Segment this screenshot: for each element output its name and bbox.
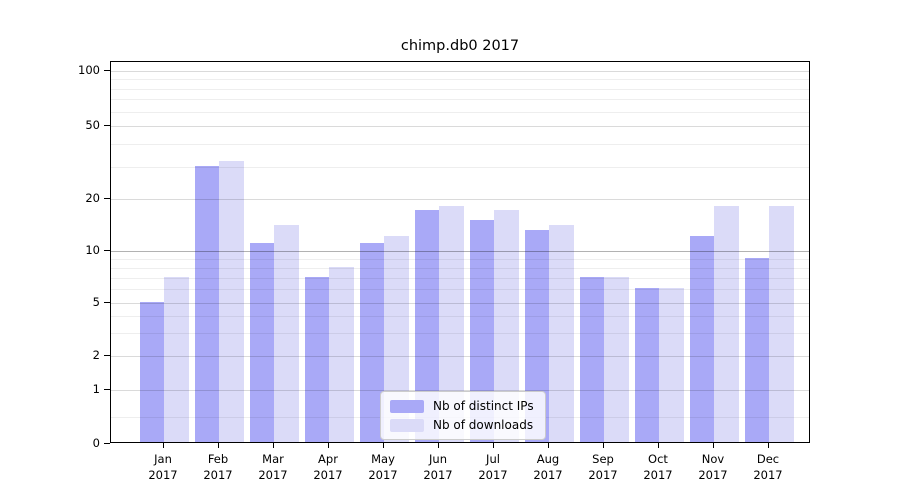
x-tick-oct bbox=[658, 443, 660, 448]
y-tick-0 bbox=[104, 443, 110, 445]
gridline-minor-60 bbox=[111, 111, 809, 113]
bar-oct-downloads bbox=[659, 288, 684, 442]
gridline-minor-8 bbox=[111, 267, 809, 269]
gridline-minor-30 bbox=[111, 166, 809, 168]
legend: Nb of distinct IPs Nb of downloads bbox=[380, 391, 546, 440]
bar-nov-downloads bbox=[714, 205, 739, 442]
bar-jan-ips bbox=[139, 302, 164, 442]
x-tick-label-may: May 2017 bbox=[368, 452, 398, 482]
legend-entry-ips: Nb of distinct IPs bbox=[390, 399, 534, 413]
gridline-minor-90 bbox=[111, 79, 809, 81]
y-tick-label-2: 2 bbox=[92, 347, 100, 362]
bar-feb-ips bbox=[194, 165, 219, 442]
bar-mar-downloads bbox=[274, 224, 299, 442]
bar-nov-ips bbox=[689, 236, 714, 442]
bar-oct-ips bbox=[634, 288, 659, 442]
gridline-minor-6 bbox=[111, 289, 809, 291]
gridline-50 bbox=[111, 126, 809, 127]
x-tick-label-jul: Jul 2017 bbox=[478, 452, 508, 482]
x-tick-label-apr: Apr 2017 bbox=[313, 452, 343, 482]
bar-sep-downloads bbox=[604, 276, 629, 442]
bar-mar-ips bbox=[249, 242, 274, 442]
x-tick-jun bbox=[438, 443, 440, 448]
bar-may-ips bbox=[359, 242, 384, 442]
bar-dec-downloads bbox=[769, 205, 794, 442]
y-tick-2 bbox=[104, 355, 110, 357]
x-tick-label-nov: Nov 2017 bbox=[698, 452, 728, 482]
y-tick-100 bbox=[104, 70, 110, 72]
x-tick-feb bbox=[218, 443, 220, 448]
y-tick-label-5: 5 bbox=[92, 294, 100, 309]
x-tick-label-mar: Mar 2017 bbox=[258, 452, 288, 482]
y-tick-10 bbox=[104, 250, 110, 252]
x-tick-nov bbox=[713, 443, 715, 448]
x-tick-aug bbox=[548, 443, 550, 448]
bar-apr-ips bbox=[304, 276, 329, 442]
bar-dec-ips bbox=[744, 257, 769, 442]
x-tick-dec bbox=[768, 443, 770, 448]
bar-feb-downloads bbox=[219, 160, 244, 442]
gridline-20 bbox=[111, 199, 809, 200]
x-tick-sep bbox=[603, 443, 605, 448]
x-tick-label-jun: Jun 2017 bbox=[423, 452, 453, 482]
gridline-5 bbox=[111, 303, 809, 304]
legend-label-ips: Nb of distinct IPs bbox=[433, 399, 534, 413]
x-tick-mar bbox=[273, 443, 275, 448]
gridline-10 bbox=[111, 251, 809, 253]
plot-area bbox=[110, 61, 810, 443]
chart-title: chimp.db0 2017 bbox=[400, 38, 520, 54]
gridline-minor-4 bbox=[111, 315, 809, 317]
gridline-minor-7 bbox=[111, 277, 809, 279]
bar-aug-downloads bbox=[549, 224, 574, 442]
y-tick-label-10: 10 bbox=[85, 242, 100, 257]
legend-swatch-ips bbox=[390, 399, 424, 413]
x-tick-apr bbox=[328, 443, 330, 448]
x-tick-label-dec: Dec 2017 bbox=[753, 452, 783, 482]
y-tick-label-20: 20 bbox=[85, 190, 100, 205]
y-tick-label-0: 0 bbox=[92, 435, 100, 450]
gridline-2 bbox=[111, 356, 809, 357]
legend-label-downloads: Nb of downloads bbox=[433, 418, 534, 432]
y-tick-label-100: 100 bbox=[78, 62, 100, 77]
x-tick-jan bbox=[163, 443, 165, 448]
y-tick-5 bbox=[104, 302, 110, 304]
gridline-minor-80 bbox=[111, 88, 809, 90]
x-tick-label-jan: Jan 2017 bbox=[148, 452, 178, 482]
x-tick-label-aug: Aug 2017 bbox=[533, 452, 563, 482]
gridline-minor-9 bbox=[111, 258, 809, 260]
gridline-minor-40 bbox=[111, 143, 809, 145]
gridline-minor-70 bbox=[111, 99, 809, 101]
gridline-minor-3 bbox=[111, 332, 809, 334]
y-tick-1 bbox=[104, 389, 110, 391]
grid-layer bbox=[111, 62, 809, 442]
legend-entry-downloads: Nb of downloads bbox=[390, 418, 534, 432]
bar-jan-downloads bbox=[164, 276, 189, 442]
bar-apr-downloads bbox=[329, 266, 354, 442]
x-tick-label-sep: Sep 2017 bbox=[588, 452, 618, 482]
y-tick-label-50: 50 bbox=[85, 117, 100, 132]
x-tick-may bbox=[383, 443, 385, 448]
y-tick-50 bbox=[104, 125, 110, 127]
y-tick-label-1: 1 bbox=[92, 381, 100, 396]
x-tick-label-feb: Feb 2017 bbox=[203, 452, 233, 482]
gridline-100 bbox=[111, 71, 809, 72]
bar-sep-ips bbox=[579, 276, 604, 442]
y-tick-20 bbox=[104, 198, 110, 200]
legend-swatch-downloads bbox=[390, 418, 424, 432]
x-tick-label-oct: Oct 2017 bbox=[643, 452, 673, 482]
x-tick-jul bbox=[493, 443, 495, 448]
gridline-1 bbox=[111, 390, 809, 391]
